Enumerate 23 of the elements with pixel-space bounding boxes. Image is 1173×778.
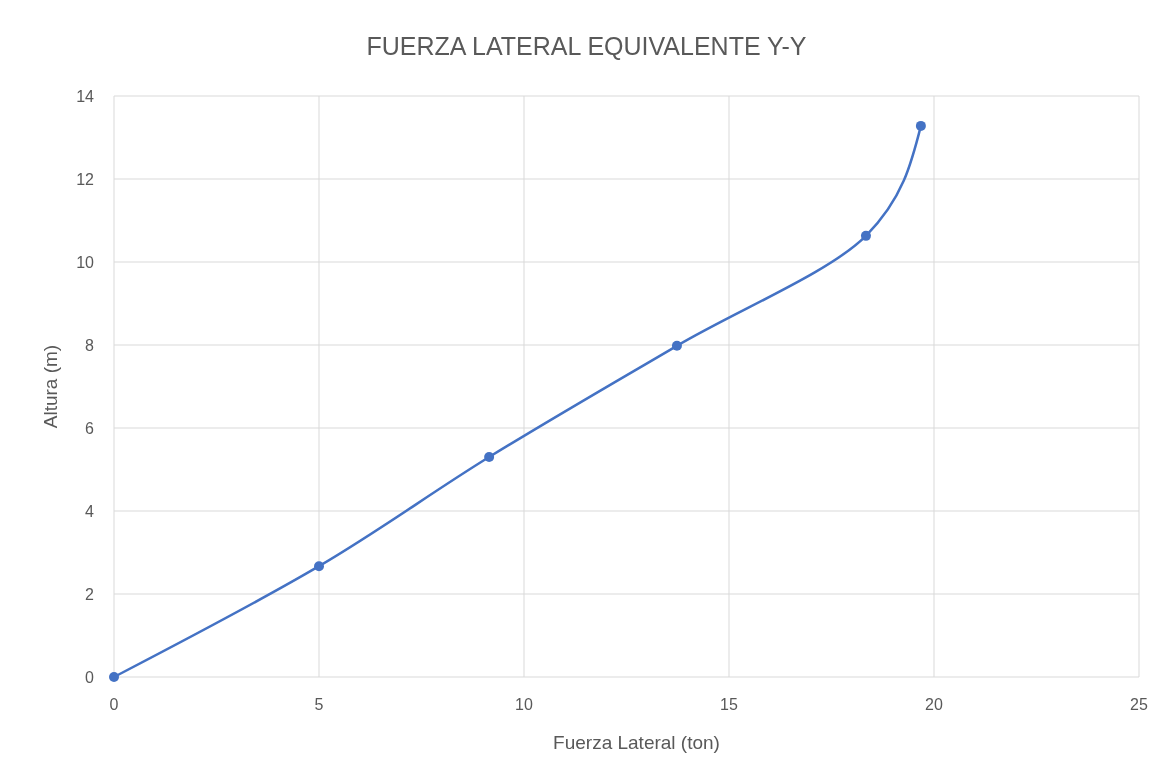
y-tick-label: 12 — [76, 171, 95, 188]
y-tick-label: 2 — [85, 586, 95, 603]
y-tick-label: 4 — [85, 503, 95, 520]
point — [860, 230, 871, 241]
y-tick-label: 10 — [76, 254, 95, 271]
chart-title: FUERZA LATERAL EQUIVALENTE Y-Y — [366, 32, 807, 60]
y-tick-label: 14 — [76, 88, 95, 105]
y-tick-label: 8 — [85, 337, 95, 354]
x-tick-label: 25 — [1130, 696, 1148, 713]
x-tick-label: 5 — [314, 696, 324, 713]
y-axis-title: Altura (m) — [40, 344, 61, 429]
point — [484, 452, 495, 463]
point — [314, 561, 324, 572]
x-tick-label: 10 — [515, 696, 533, 713]
point — [109, 672, 119, 682]
x-tick-label: 15 — [720, 696, 738, 713]
x-tick-label: 0 — [109, 696, 119, 713]
x-axis-title: Fuerza Lateral (ton) — [553, 732, 720, 753]
y-tick-label: 6 — [85, 420, 95, 437]
x-tick-label: 20 — [925, 696, 943, 713]
point — [671, 340, 682, 351]
point — [915, 120, 926, 131]
y-tick-label: 0 — [85, 669, 95, 686]
